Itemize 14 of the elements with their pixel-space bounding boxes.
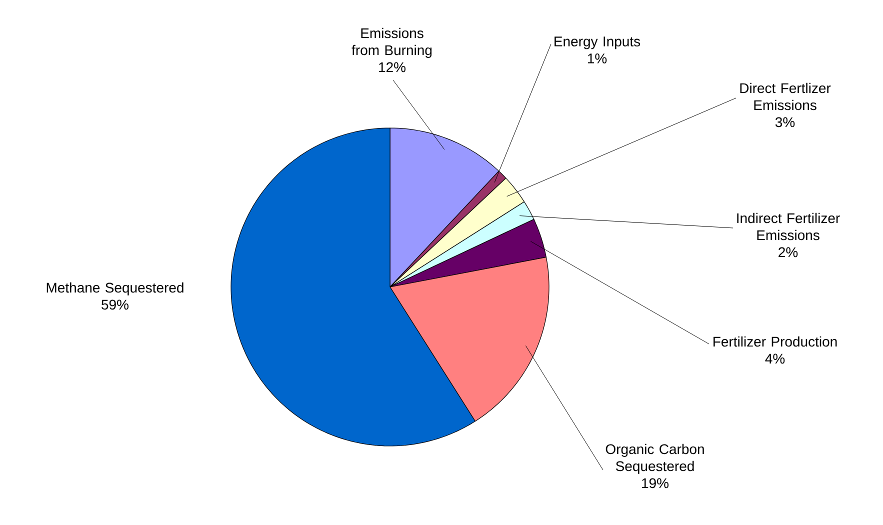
slice-label: Direct Fertlizer Emissions [740,82,831,110]
data-label: 12% [379,62,406,72]
data-label: 4% [765,354,785,364]
data-label: 2% [778,247,798,258]
data-label: 3% [775,117,795,128]
slice-label: Emissions from Burning [352,28,432,58]
slice-label: Energy Inputs [554,36,640,50]
slice-label: Methane Sequestered [46,282,184,296]
data-label: 59% [102,300,129,310]
slice-label: Indirect Fertilizer Emissions [737,212,840,240]
data-label: 1% [588,54,607,64]
slice-label: Organic Carbon Sequestered [606,444,704,474]
slice-label: Fertilizer Production [714,336,837,347]
data-label: 19% [642,478,669,488]
